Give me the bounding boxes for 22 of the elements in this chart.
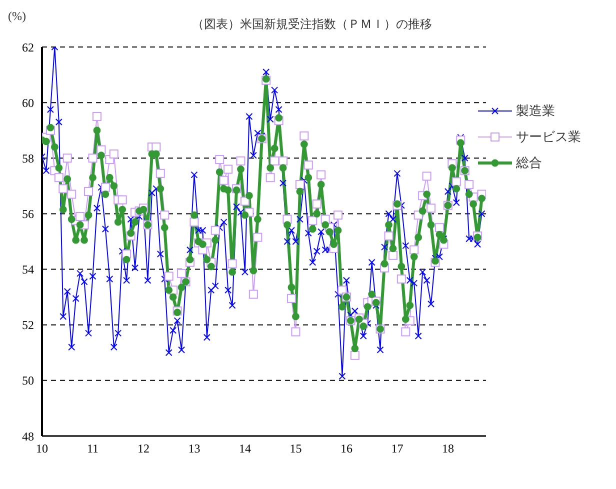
x-tick-label: 13 — [188, 442, 200, 456]
y-axis-title: (%) — [8, 9, 26, 24]
x-tick-label: 18 — [442, 442, 454, 456]
legend-label: 総合 — [516, 154, 542, 172]
y-tick-label: 56 — [22, 206, 34, 221]
x-tick-label: 10 — [36, 442, 48, 456]
x-tick-label: 12 — [137, 442, 150, 456]
legend-label: 製造業 — [516, 102, 555, 120]
chart-title: （図表）米国新規受注指数（ＰＭＩ）の推移 — [192, 17, 432, 31]
x-tick-label: 16 — [340, 442, 352, 456]
y-tick-label: 58 — [22, 151, 34, 166]
legend-label: サービス業 — [516, 128, 581, 146]
x-tick-label: 11 — [86, 442, 99, 456]
x-tick-label: 17 — [391, 442, 404, 456]
y-tick-label: 50 — [22, 374, 34, 388]
x-tick-label: 14 — [238, 442, 251, 456]
y-tick-label: 52 — [22, 318, 34, 332]
y-tick-label: 62 — [22, 40, 34, 54]
x-tick-label: 15 — [290, 442, 302, 456]
y-tick-label: 60 — [22, 96, 34, 110]
y-tick-label: 54 — [22, 262, 34, 277]
y-tick-label: 48 — [22, 429, 34, 444]
